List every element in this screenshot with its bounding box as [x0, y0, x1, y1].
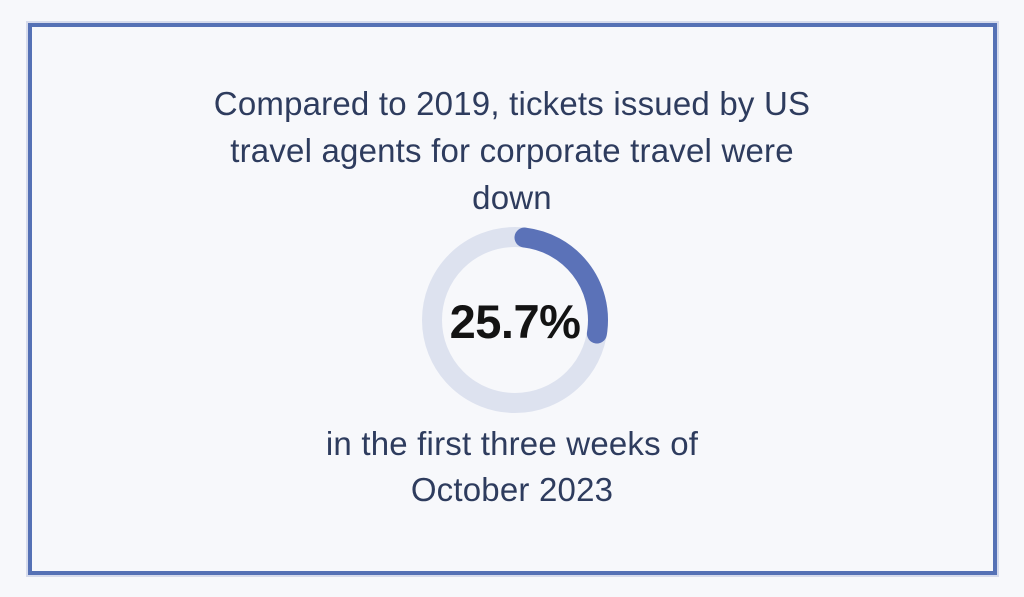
donut-chart: 25.7%	[420, 225, 610, 415]
card-border	[28, 23, 997, 575]
caption: in the first three weeks of October 2023	[0, 421, 1024, 513]
donut-center-label: 25.7%	[449, 295, 581, 348]
headline-line-2: travel agents for corporate travel were	[230, 132, 794, 169]
donut-svg	[422, 227, 608, 413]
caption-line-1: in the first three weeks of	[325, 425, 699, 462]
headline-line-3: down	[472, 179, 552, 216]
caption-line-2: October 2023	[410, 471, 614, 508]
headline: Compared to 2019, tickets issued by US t…	[0, 80, 1024, 221]
donut-arc	[422, 227, 608, 413]
headline-line-1: Compared to 2019, tickets issued by US	[213, 85, 811, 122]
